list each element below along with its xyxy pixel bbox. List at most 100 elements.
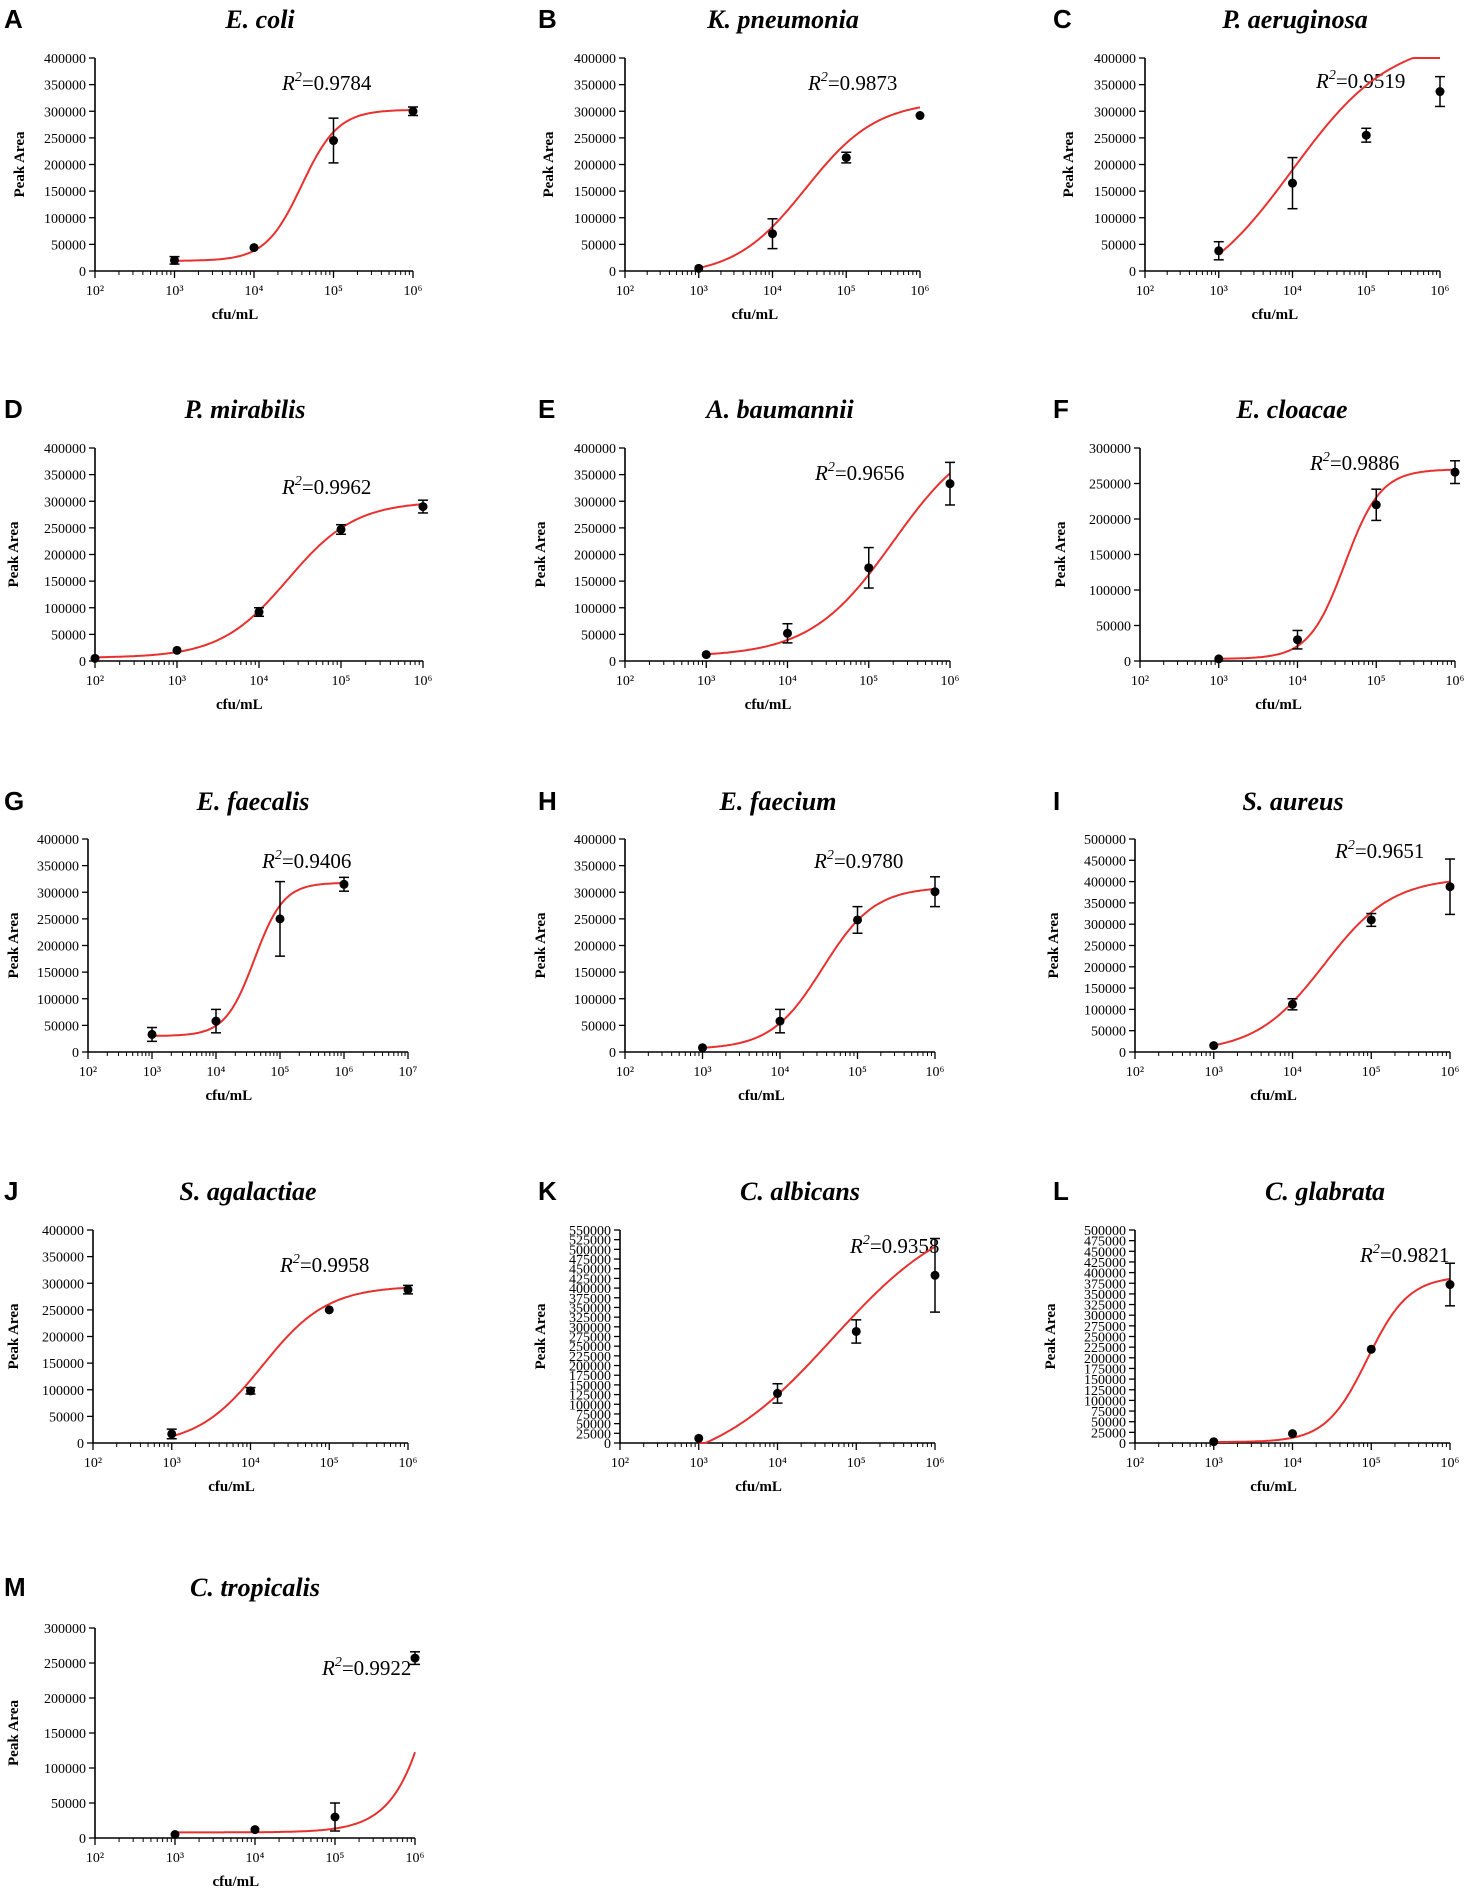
- x-tick-label: 10²: [84, 1456, 102, 1471]
- chart-panel-b: B K. pneumonia 0 50000 100000 150000 200000 250…: [538, 4, 930, 323]
- y-tick-label: 300000: [44, 1622, 86, 1637]
- x-tick-label: 10³: [1205, 1065, 1223, 1080]
- y-tick-label: 350000: [44, 79, 86, 94]
- y-tick-label: 300000: [44, 105, 86, 120]
- x-axis-label: cfu/mL: [738, 1088, 785, 1104]
- y-tick-label: 200000: [574, 159, 616, 174]
- y-tick-label: 0: [1124, 655, 1131, 670]
- y-tick-label: 250000: [1094, 132, 1136, 147]
- chart-panel-h: H E. faecium 0 50000 100000 150000 200000 25000…: [533, 786, 945, 1104]
- chart-title: C. tropicalis: [190, 1573, 320, 1602]
- y-tick-label: 200000: [42, 1331, 84, 1346]
- y-tick-label: 150000: [1089, 549, 1131, 564]
- y-axis-label: Peak Area: [1061, 131, 1077, 197]
- fit-curve: [1213, 1278, 1451, 1443]
- x-tick-label: 10²: [1126, 1456, 1144, 1471]
- x-tick-label: 10³: [690, 284, 708, 299]
- x-tick-label: 10⁴: [207, 1065, 226, 1080]
- data-point: [1288, 178, 1297, 188]
- data-point: [768, 229, 777, 239]
- y-axis-label: Peak Area: [6, 1700, 22, 1766]
- data-point: [172, 645, 182, 655]
- r-squared-label: R2=0.9873: [807, 70, 897, 95]
- x-tick-label: 10⁴: [241, 1456, 260, 1471]
- chart-panel-e: E A. baumannii 0 50000 100000 150000 200000 250…: [533, 394, 960, 713]
- x-tick-label: 10⁴: [778, 674, 797, 689]
- y-tick-label: 75000: [576, 1408, 611, 1423]
- x-tick-label: 10³: [690, 1456, 708, 1471]
- x-tick-label: 10²: [86, 284, 104, 299]
- x-tick-label: 10⁴: [771, 1065, 790, 1080]
- y-tick-label: 350000: [44, 469, 86, 484]
- x-tick-label: 10³: [163, 1456, 181, 1471]
- y-tick-label: 300000: [1094, 105, 1136, 120]
- chart-title: E. faecium: [719, 787, 837, 816]
- y-axis-label: Peak Area: [6, 1303, 22, 1369]
- chart-title: E. coli: [224, 5, 295, 34]
- fit-curve: [1213, 880, 1451, 1047]
- x-tick-label: 10²: [616, 674, 634, 689]
- data-point: [783, 628, 792, 638]
- y-tick-label: 75000: [1091, 1405, 1126, 1420]
- chart-title: A. baumannii: [704, 395, 854, 424]
- y-tick-label: 100000: [574, 212, 616, 227]
- y-tick-label: 225000: [1084, 1341, 1126, 1356]
- y-tick-label: 200000: [1089, 513, 1131, 528]
- y-axis-label: Peak Area: [533, 1303, 549, 1369]
- x-tick-label: 10⁴: [1283, 1456, 1302, 1471]
- chart-title: S. aureus: [1242, 787, 1343, 816]
- x-tick-label: 10⁴: [250, 674, 269, 689]
- y-tick-label: 475000: [569, 1253, 611, 1268]
- y-tick-label: 325000: [569, 1311, 611, 1326]
- y-tick-label: 175000: [569, 1369, 611, 1384]
- x-tick-label: 10³: [165, 284, 183, 299]
- data-point: [324, 1305, 334, 1315]
- r-squared-label: R2=0.9886: [1309, 450, 1399, 475]
- chart-title: S. agalactiae: [179, 1177, 316, 1206]
- y-tick-label: 50000: [1096, 620, 1131, 635]
- y-tick-label: 0: [604, 1437, 611, 1452]
- panel-letter: I: [1053, 786, 1060, 816]
- y-tick-label: 0: [1129, 265, 1136, 280]
- data-point: [841, 153, 851, 163]
- data-point: [336, 524, 346, 534]
- y-tick-label: 150000: [569, 1379, 611, 1394]
- fit-curve: [698, 1245, 936, 1444]
- data-point: [1214, 654, 1224, 664]
- y-axis-label: Peak Area: [1053, 521, 1069, 587]
- y-tick-label: 200000: [574, 940, 616, 955]
- x-tick-label: 10⁵: [1367, 674, 1386, 689]
- data-point: [1209, 1041, 1219, 1051]
- data-point: [1209, 1437, 1219, 1447]
- x-tick-label: 10⁵: [320, 1456, 339, 1471]
- y-tick-label: 300000: [574, 105, 616, 120]
- x-axis-label: cfu/mL: [216, 697, 263, 713]
- chart-panel-j: J S. agalactiae 0 50000 100000 150000 200000 25…: [4, 1176, 418, 1495]
- y-tick-label: 0: [609, 265, 616, 280]
- panel-letter: F: [1053, 394, 1069, 424]
- y-axis-label: Peak Area: [6, 521, 22, 587]
- y-tick-label: 250000: [1089, 478, 1131, 493]
- y-tick-label: 200000: [569, 1360, 611, 1375]
- data-point: [698, 1043, 707, 1053]
- y-tick-label: 150000: [42, 1357, 84, 1372]
- y-tick-label: 50000: [1091, 1416, 1126, 1431]
- panel-letter: E: [538, 394, 555, 424]
- y-tick-label: 400000: [1084, 1267, 1126, 1282]
- x-tick-label: 10⁶: [1441, 1456, 1460, 1471]
- y-tick-label: 100000: [1094, 212, 1136, 227]
- chart-panel-k: K C. albicans 0250005000075000100000125000…: [533, 1176, 945, 1495]
- data-point: [945, 479, 955, 489]
- y-tick-label: 50000: [581, 628, 616, 643]
- data-point: [211, 1016, 221, 1026]
- x-tick-label: 10⁵: [837, 284, 856, 299]
- y-tick-label: 100000: [37, 993, 79, 1008]
- x-tick-label: 10⁵: [848, 1065, 867, 1080]
- data-point: [930, 1270, 940, 1280]
- data-point: [1450, 467, 1460, 477]
- y-tick-label: 100000: [44, 1762, 86, 1777]
- fit-curve: [175, 1751, 416, 1834]
- y-tick-label: 150000: [1094, 185, 1136, 200]
- x-axis-label: cfu/mL: [735, 1479, 782, 1495]
- y-tick-label: 50000: [1101, 238, 1136, 253]
